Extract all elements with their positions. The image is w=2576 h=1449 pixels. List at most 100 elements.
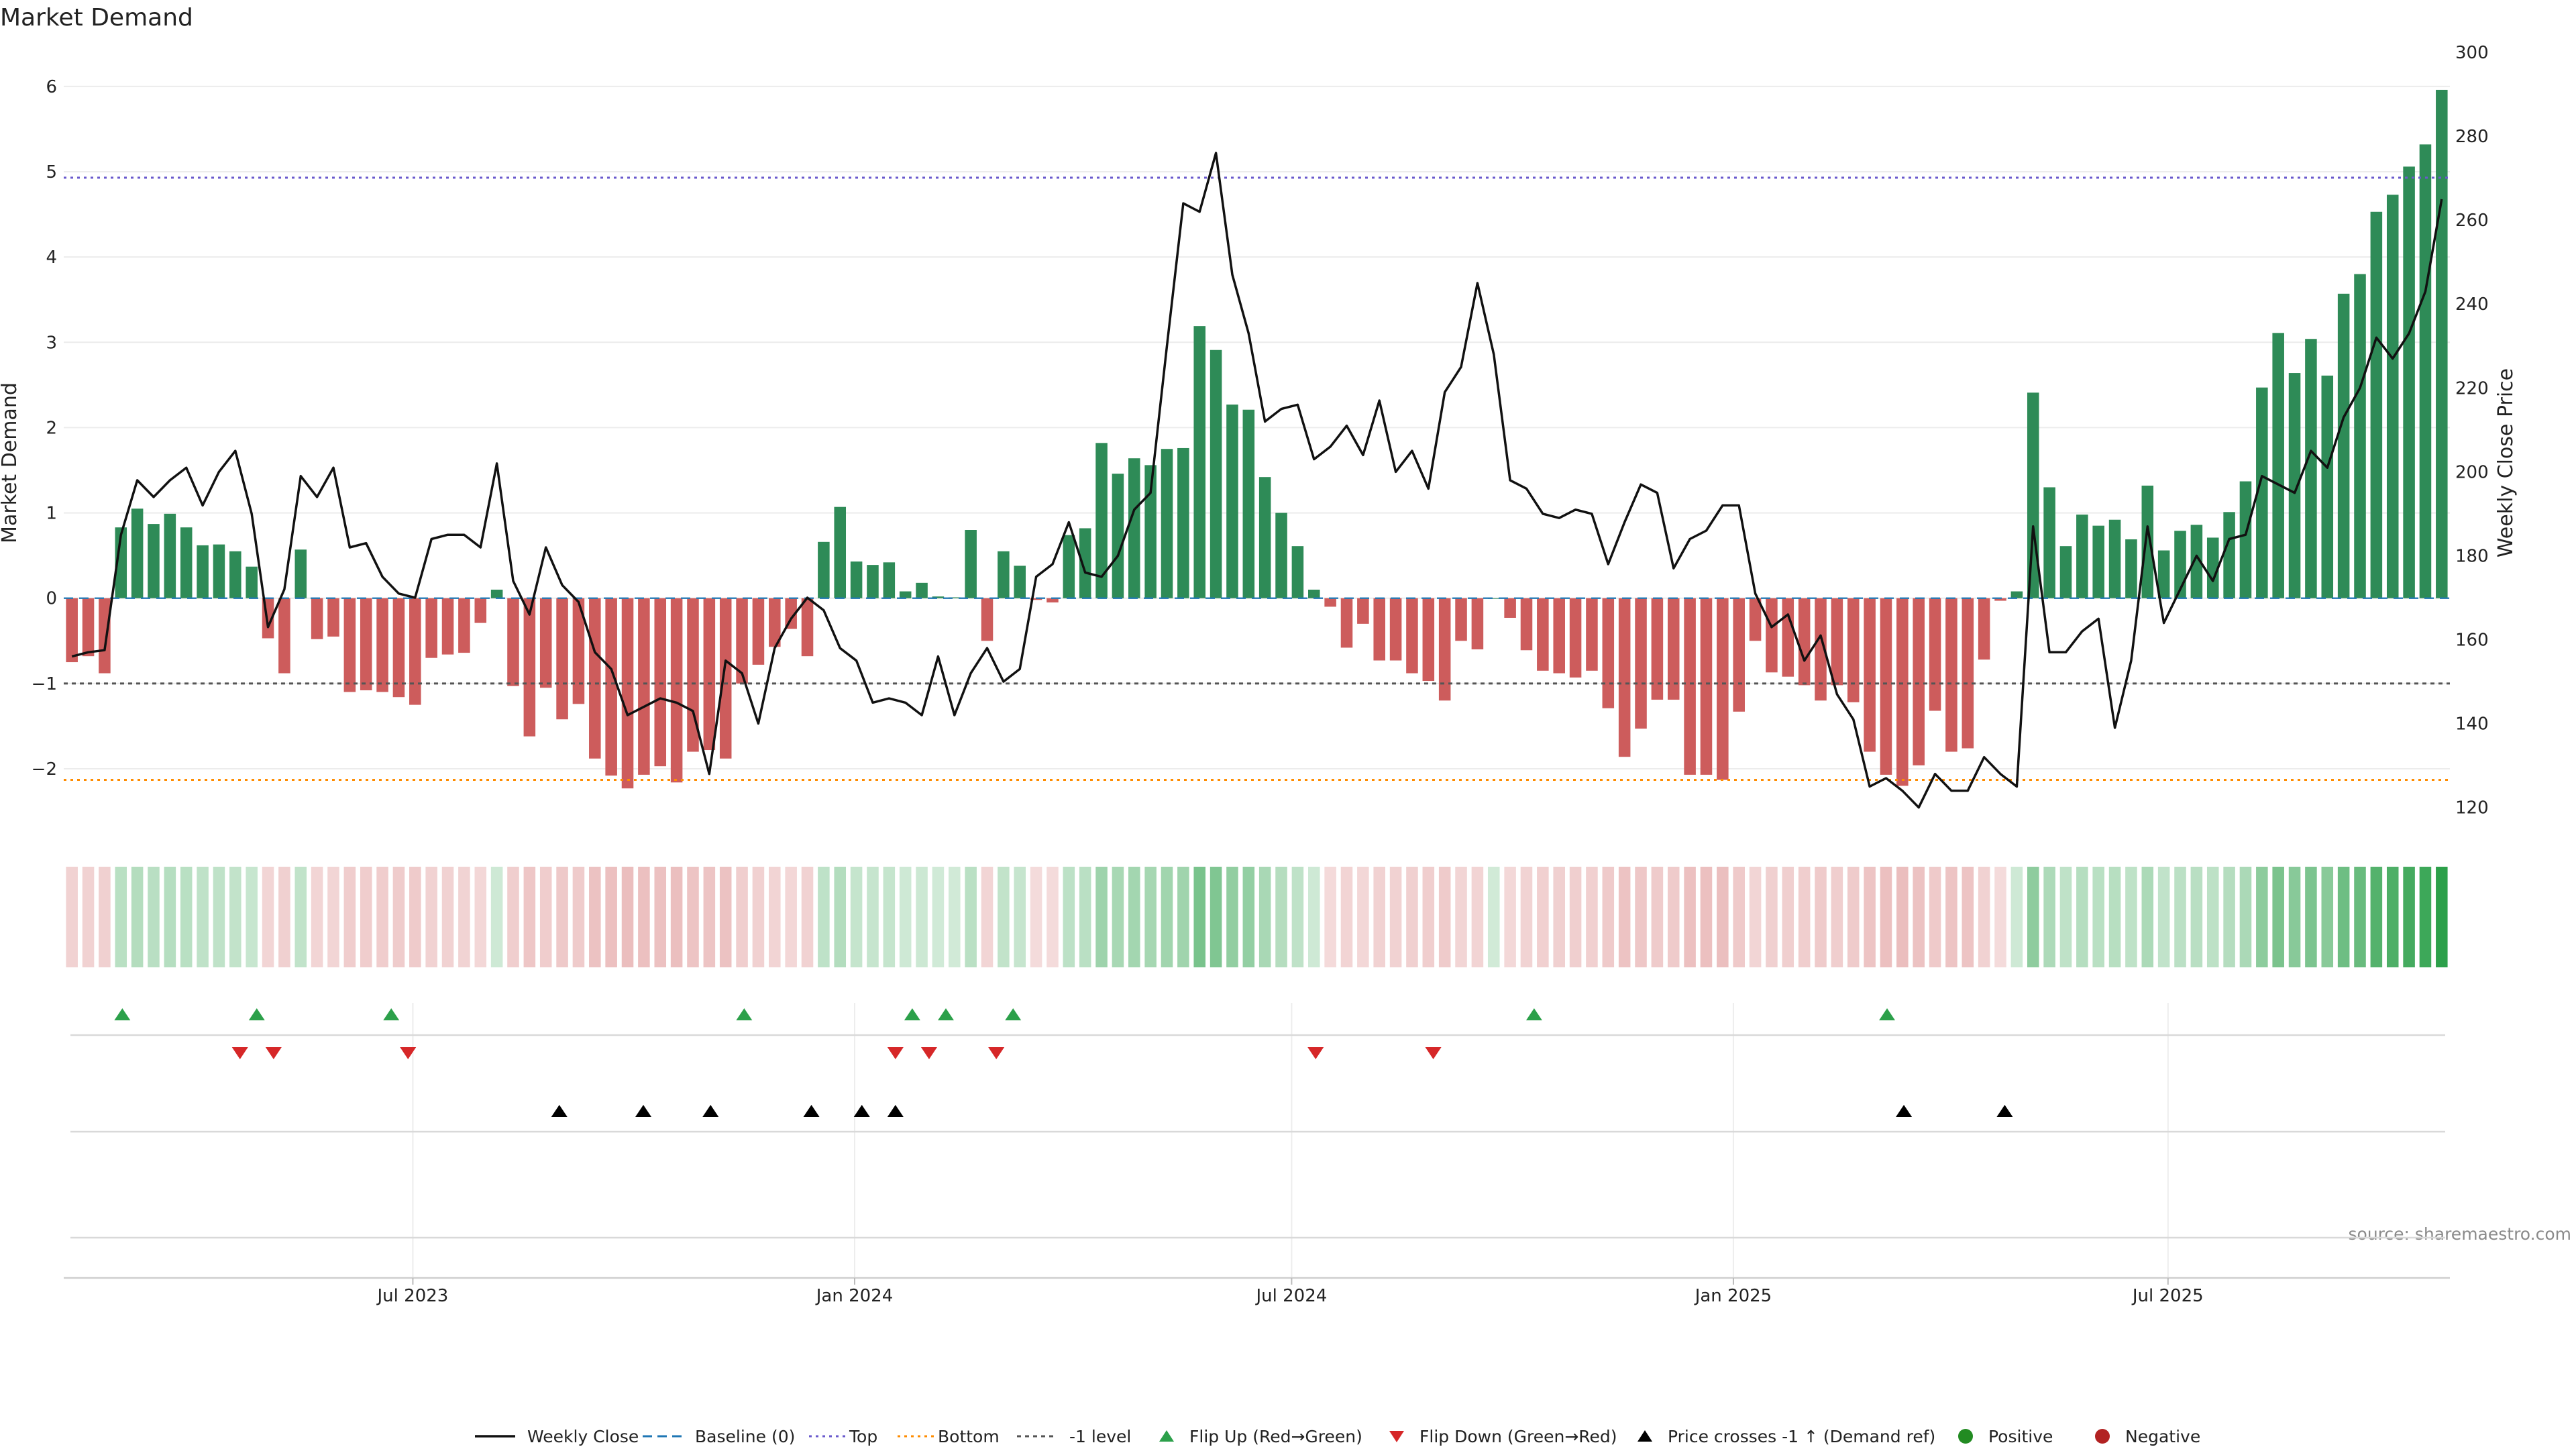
- demand-bar: [2337, 293, 2350, 598]
- flip-up-marker: [904, 1008, 920, 1020]
- demand-bar: [1635, 598, 1647, 729]
- demand-bar: [1651, 598, 1664, 700]
- y-tick-label: 2: [46, 418, 57, 438]
- strip-cell: [311, 867, 323, 967]
- strip-cell: [1014, 867, 1026, 967]
- demand-bar: [1014, 566, 1026, 598]
- demand-bar: [1684, 598, 1696, 775]
- demand-bar: [1128, 458, 1140, 598]
- strip-cell: [1896, 867, 1909, 967]
- demand-bar: [1487, 598, 1500, 599]
- demand-bar: [2157, 550, 2170, 598]
- flip-down-marker: [988, 1047, 1005, 1059]
- demand-bar: [311, 598, 323, 639]
- demand-bar: [1586, 598, 1598, 671]
- strip-cell: [115, 867, 127, 967]
- heat-strip: [66, 867, 2448, 967]
- demand-bar: [82, 598, 95, 657]
- strip-cell: [99, 867, 111, 967]
- strip-cell: [1177, 867, 1189, 967]
- strip-cell: [965, 867, 977, 967]
- demand-bar: [131, 508, 144, 598]
- demand-bar: [589, 598, 601, 759]
- y-tick-label: −2: [32, 759, 57, 780]
- strip-cell: [605, 867, 617, 967]
- strip-cell: [1913, 867, 1925, 967]
- strip-cell: [2141, 867, 2154, 967]
- legend-item: Positive: [1958, 1427, 2053, 1446]
- strip-cell: [1471, 867, 1484, 967]
- strip-cell: [1618, 867, 1631, 967]
- strip-cell: [1945, 867, 1957, 967]
- y2-tick-label: 140: [2455, 714, 2489, 735]
- demand-bar: [1112, 474, 1124, 598]
- strip-cell: [1962, 867, 1974, 967]
- flip-down-marker: [231, 1047, 248, 1059]
- strip-cell: [638, 867, 650, 967]
- strip-cell: [1079, 867, 1091, 967]
- strip-cell: [2272, 867, 2284, 967]
- demand-bar: [343, 598, 356, 692]
- flip-down-marker: [265, 1047, 282, 1059]
- strip-cell: [1504, 867, 1516, 967]
- strip-cell: [164, 867, 176, 967]
- strip-cell: [1063, 867, 1075, 967]
- strip-cell: [490, 867, 503, 967]
- strip-cell: [2157, 867, 2170, 967]
- strip-cell: [1455, 867, 1467, 967]
- demand-bar: [2354, 274, 2366, 598]
- strip-cell: [1324, 867, 1336, 967]
- demand-bars: [66, 89, 2448, 789]
- strip-cell: [1275, 867, 1287, 967]
- demand-bar: [213, 544, 225, 598]
- demand-bar: [2125, 539, 2137, 598]
- demand-bar: [1618, 598, 1631, 757]
- y-tick-label: −1: [32, 674, 57, 694]
- demand-bar: [2239, 481, 2252, 598]
- strip-cell: [801, 867, 814, 967]
- flip-up-marker: [937, 1008, 954, 1020]
- demand-bar: [916, 582, 928, 598]
- demand-bar: [2059, 546, 2072, 598]
- strip-cell: [1373, 867, 1385, 967]
- strip-cell: [539, 867, 552, 967]
- demand-bar: [409, 598, 421, 705]
- legend-item: Weekly Close: [475, 1427, 639, 1446]
- strip-cell: [867, 867, 879, 967]
- demand-bar: [1945, 598, 1957, 752]
- strip-cell: [2206, 867, 2219, 967]
- strip-cell: [916, 867, 928, 967]
- strip-cell: [1242, 867, 1255, 967]
- y-tick-label: 6: [46, 77, 57, 97]
- demand-bar: [2190, 525, 2203, 598]
- legend-item: -1 level: [1017, 1427, 1131, 1446]
- y2-tick-label: 120: [2455, 798, 2489, 818]
- strip-cell: [1994, 867, 2006, 967]
- strip-cell: [1095, 867, 1108, 967]
- flip-up-marker: [1879, 1008, 1896, 1020]
- demand-bar: [2370, 211, 2383, 598]
- strip-cell: [1438, 867, 1451, 967]
- strip-cell: [1880, 867, 1892, 967]
- demand-bar: [1602, 598, 1615, 708]
- strip-cell: [834, 867, 847, 967]
- demand-bar: [1438, 598, 1451, 701]
- strip-cell: [1667, 867, 1680, 967]
- demand-bar: [1373, 598, 1385, 661]
- triangle-down-icon: [1389, 1431, 1404, 1442]
- source-note: source: sharemaestro.com: [2349, 1224, 2572, 1244]
- y2-axis-label: Weekly Close Price: [2494, 368, 2518, 557]
- grid: [64, 85, 2450, 1278]
- y-axis-label: Market Demand: [0, 382, 21, 543]
- legend-label: Flip Up (Red→Green): [1189, 1427, 1362, 1446]
- demand-bar: [1210, 350, 1222, 598]
- strip-cell: [1389, 867, 1402, 967]
- demand-bar: [99, 598, 111, 674]
- strip-cell: [523, 867, 536, 967]
- demand-bar: [425, 598, 437, 658]
- strip-cell: [360, 867, 372, 967]
- strip-cell: [1520, 867, 1533, 967]
- y-ticks: −2 −1 0 1 2 3 4 5 6: [32, 77, 57, 780]
- y2-tick-label: 300: [2455, 43, 2489, 63]
- demand-bar: [1913, 598, 1925, 765]
